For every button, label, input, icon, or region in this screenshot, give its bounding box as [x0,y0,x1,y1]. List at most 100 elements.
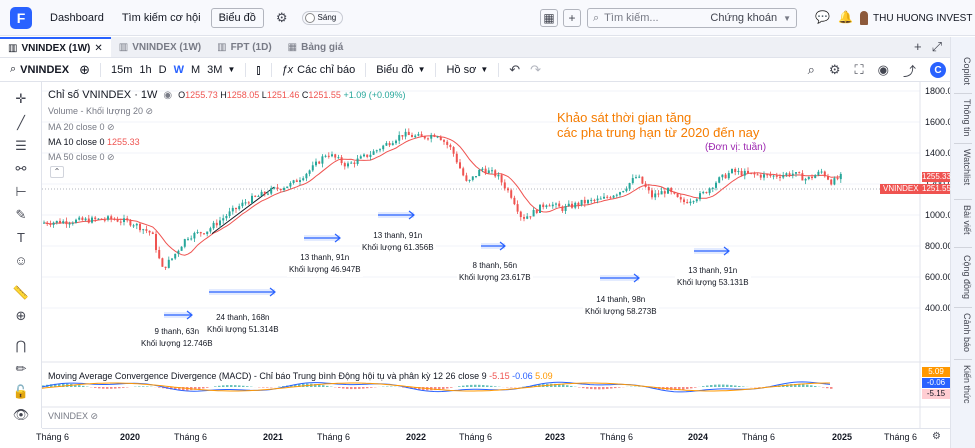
tab-vnindex-1w-active[interactable]: ▥ VNINDEX (1W) ✕ [0,37,111,57]
candle-body [302,178,305,181]
interval-15m[interactable]: 15m [110,63,133,76]
legend-ma20[interactable]: MA 20 close 0 ⊘ [48,122,115,133]
close-icon[interactable]: ✕ [94,42,103,54]
text-icon[interactable]: T [17,230,25,245]
candle-body [839,173,842,180]
nav-opportunity-search[interactable]: Tìm kiếm cơ hội [121,11,201,24]
horizontal-lines-icon[interactable]: ☰ [15,138,27,153]
eye-icon[interactable]: ◉ [163,89,173,101]
expand-icon[interactable]: ⤢ [931,39,942,54]
search-scope-select[interactable]: Chứng khoán [710,12,778,24]
time-axis[interactable] [42,428,950,448]
phase-arrowhead [723,246,730,256]
eye-icon[interactable]: 👁 [12,407,30,422]
candle-body [644,183,647,187]
tab-fpt-1d[interactable]: ▥ FPT (1D) [209,37,280,57]
ruler-icon[interactable]: 📏 [12,285,30,300]
tab-label: FPT (1D) [230,41,272,53]
chevron-down-icon[interactable]: ▼ [227,65,236,74]
interval-m[interactable]: M [190,63,201,76]
measure-icon[interactable]: ⊢ [15,184,27,199]
macd-histogram-bar [98,387,101,389]
profile-dropdown[interactable]: Hồ sơ [446,63,477,76]
panel-info[interactable]: Thông tin [962,99,972,137]
add-icon[interactable]: + [563,9,581,27]
candle-body [215,222,218,226]
chart-button[interactable]: Biểu đồ [210,7,264,28]
candle-body [548,205,551,207]
indicators-button[interactable]: Các chỉ báo [297,63,356,76]
panel-community[interactable]: Cộng đồng [962,255,972,300]
interval-w[interactable]: W [173,63,184,76]
interval-3m[interactable]: 3M [207,63,223,76]
legend-ma50[interactable]: MA 50 close 0 ⊘ [48,152,115,163]
camera-icon[interactable]: ◉ [877,62,889,77]
macd-histogram-bar [314,384,317,387]
tab-price-board[interactable]: ▦ Bảng giá [280,37,352,57]
panel-knowledge[interactable]: Kiến thức [962,365,972,404]
eye-off-icon[interactable]: ⊘ [90,411,99,421]
legend-volume[interactable]: Volume - Khối lượng 20 ⊘ [48,106,153,117]
layout-grid-icon[interactable]: ▦ [540,9,558,27]
trend-line-icon[interactable]: ╱ [17,115,25,130]
redo-icon[interactable]: ↷ [530,61,542,77]
interval-d[interactable]: D [158,63,167,76]
candle-body [571,203,573,208]
pattern-icon[interactable]: ⚯ [15,161,27,176]
macd-histogram-bar [94,387,97,388]
chart-type-dropdown[interactable]: Biểu đồ [376,63,414,76]
panel-articles[interactable]: Bài viết [962,205,972,235]
app-logo[interactable]: F [10,6,32,29]
macd-histogram-bar [54,383,57,387]
zoom-search-icon[interactable]: ⌕ [807,62,815,77]
price-chart-canvas[interactable]: 1800.001600.001400.001200.001000.00800.0… [42,82,950,428]
panel-copilot[interactable]: Copilot [962,57,972,86]
macd-legend[interactable]: Moving Average Convergence Divergence (M… [48,371,553,381]
nav-dashboard[interactable]: Dashboard [50,11,104,24]
candle-body [660,191,663,195]
fullscreen-icon[interactable]: ⛶ [854,62,864,77]
zoom-in-icon[interactable]: ⊕ [15,308,27,323]
macd-histogram-bar [802,384,805,387]
macd-histogram-bar [42,385,45,387]
emoji-icon[interactable]: ☺ [14,253,28,268]
legend-ma10[interactable]: MA 10 close 0 1255.33 [48,137,140,147]
candle-body [423,136,426,139]
candle-body [734,168,737,173]
lock-icon[interactable]: 🔓 [12,384,30,399]
macd-histogram-bar [726,384,729,387]
crosshair-icon[interactable]: ✛ [15,91,27,106]
candle-body [414,135,417,138]
collapse-legend-icon[interactable]: ⌃ [50,166,64,178]
magnet-icon[interactable]: ⋂ [15,338,27,353]
candle-body [241,202,244,207]
brush-icon[interactable]: ✎ [15,207,27,222]
candles-icon[interactable]: ⫾ [256,61,261,77]
undo-icon[interactable]: ↶ [509,61,521,77]
candle-body [311,165,314,171]
chat-icon[interactable]: 💬 [815,10,830,24]
low-value: 1251.46 [266,90,300,100]
macd-histogram-bar [566,385,569,387]
share-icon[interactable]: ⤴ [902,63,916,79]
user-menu[interactable]: THU HUONG INVEST [860,11,972,25]
theme-toggle[interactable]: Sáng [301,10,344,25]
compare-add-icon[interactable]: ⊕ [79,61,90,77]
gear-icon[interactable]: ⚙ [275,9,288,25]
panel-watchlist[interactable]: Watchlist [962,149,972,186]
interval-1h[interactable]: 1h [139,63,152,76]
lock-drawing-icon[interactable]: ✏ [15,361,27,376]
copilot-logo-icon[interactable]: C [930,62,946,78]
macd-histogram-bar [58,383,61,387]
add-tab-icon[interactable]: + [914,39,922,54]
notification-icon[interactable]: 🔔 [838,10,853,24]
settings-icon[interactable]: ⚙ [828,62,841,77]
search-placeholder: Tìm kiếm... [604,12,659,24]
candle-body [711,187,714,189]
macd-histogram-bar [298,383,301,387]
panel-alerts[interactable]: Cảnh báo [962,313,972,353]
axis-settings-icon[interactable]: ⚙ [932,431,941,442]
search-input[interactable]: ⌕ Tìm kiếm... Chứng khoán ▼ [587,8,797,28]
symbol-input[interactable]: VNINDEX [20,63,70,76]
tab-vnindex-1w[interactable]: ▥ VNINDEX (1W) [111,37,209,57]
